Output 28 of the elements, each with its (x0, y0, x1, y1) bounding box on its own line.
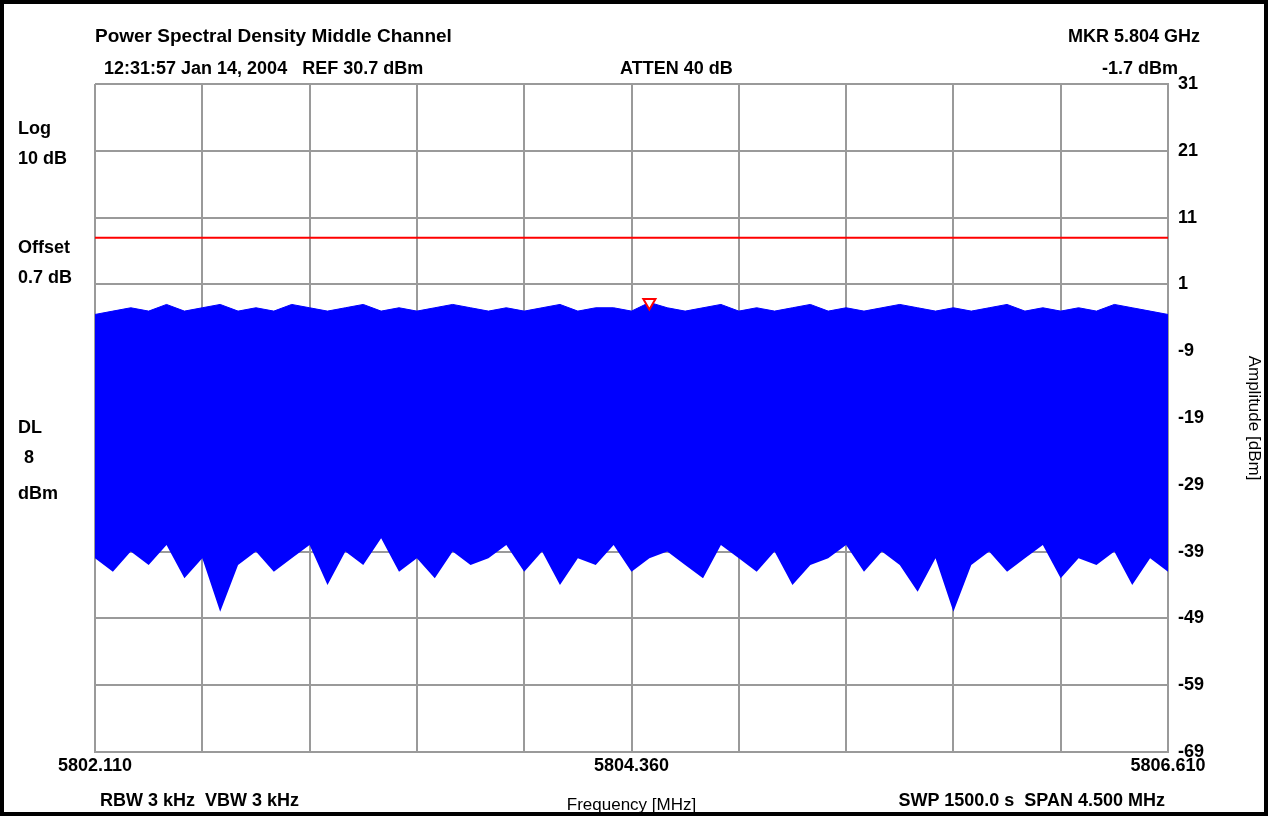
text: ATTEN 40 dB (620, 58, 733, 78)
text: -1.7 dBm (1101, 58, 1178, 78)
x-tick-label: 5802.110 (57, 754, 133, 775)
text: SWP 1500.0 s SPAN 4.500 MHz (898, 790, 1165, 810)
text: DL (18, 417, 42, 437)
y-tick-label: -59 (1178, 674, 1205, 695)
text: dBm (18, 483, 58, 503)
y-tick-label: 1 (1178, 273, 1189, 294)
text: RBW 3 kHz VBW 3 kHz (100, 790, 300, 810)
text: MKR 5.804 GHz (1067, 26, 1200, 46)
chart-subtitle: 12:31:57 Jan 14, 2004 REF 30.7 dBm (104, 58, 424, 78)
y-tick-label: -29 (1178, 473, 1205, 494)
y-tick-label: -39 (1178, 540, 1205, 561)
y-tick-label: -9 (1178, 340, 1195, 361)
y-tick-label: -19 (1178, 406, 1205, 427)
x-tick-label: 5804.360 (593, 754, 670, 775)
text: 10 dB (18, 148, 68, 168)
y-tick-label: 31 (1178, 72, 1199, 93)
text: 0.7 dB (18, 267, 73, 287)
text: Offset (18, 237, 71, 257)
chart-title: Power Spectral Density Middle Channel (95, 25, 452, 46)
y-tick-label: -49 (1178, 607, 1205, 628)
text: 8 (24, 447, 35, 467)
text: Log (18, 118, 51, 138)
y-tick-label: 21 (1178, 139, 1199, 160)
y-tick-label: 11 (1178, 206, 1198, 227)
x-axis-title: Frequency [MHz] (566, 795, 697, 815)
y-axis-title: Amplitude [dBm] (1245, 355, 1265, 481)
